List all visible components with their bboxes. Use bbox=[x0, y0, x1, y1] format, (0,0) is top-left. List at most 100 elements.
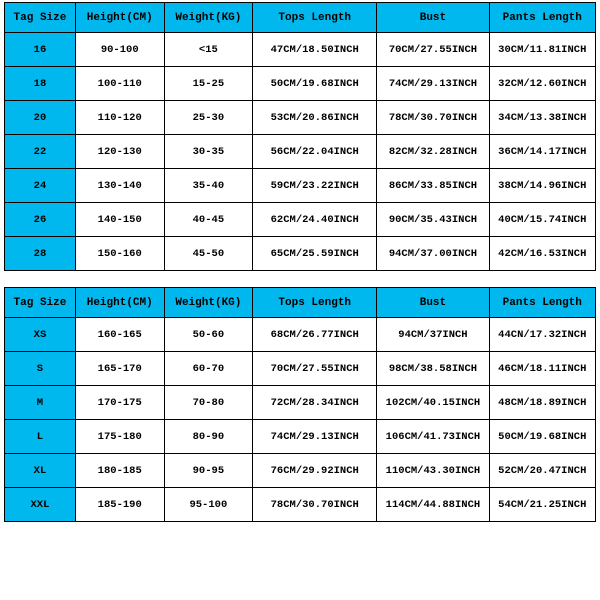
cell-tops-length: 65CM/25.59INCH bbox=[253, 237, 377, 271]
cell-weight: 25-30 bbox=[164, 101, 253, 135]
table-row: XXL185-19095-10078CM/30.70INCH114CM/44.8… bbox=[5, 488, 596, 522]
col-height: Height(CM) bbox=[75, 288, 164, 318]
cell-weight: 90-95 bbox=[164, 454, 253, 488]
table-body-kids: 1690-100<1547CM/18.50INCH70CM/27.55INCH3… bbox=[5, 33, 596, 271]
cell-bust: 110CM/43.30INCH bbox=[377, 454, 489, 488]
cell-weight: 70-80 bbox=[164, 386, 253, 420]
cell-tops-length: 76CM/29.92INCH bbox=[253, 454, 377, 488]
cell-height: 90-100 bbox=[75, 33, 164, 67]
cell-pants-length: 44CN/17.32INCH bbox=[489, 318, 595, 352]
cell-height: 175-180 bbox=[75, 420, 164, 454]
cell-bust: 86CM/33.85INCH bbox=[377, 169, 489, 203]
table-row: 20110-12025-3053CM/20.86INCH78CM/30.70IN… bbox=[5, 101, 596, 135]
cell-pants-length: 46CM/18.11INCH bbox=[489, 352, 595, 386]
cell-tag-size: 26 bbox=[5, 203, 76, 237]
table-row: 1690-100<1547CM/18.50INCH70CM/27.55INCH3… bbox=[5, 33, 596, 67]
col-tag-size: Tag Size bbox=[5, 288, 76, 318]
col-tops-length: Tops Length bbox=[253, 288, 377, 318]
cell-tops-length: 74CM/29.13INCH bbox=[253, 420, 377, 454]
col-weight: Weight(KG) bbox=[164, 288, 253, 318]
col-pants-length: Pants Length bbox=[489, 3, 595, 33]
cell-tops-length: 72CM/28.34INCH bbox=[253, 386, 377, 420]
table-gap bbox=[4, 271, 596, 287]
cell-height: 180-185 bbox=[75, 454, 164, 488]
cell-tops-length: 78CM/30.70INCH bbox=[253, 488, 377, 522]
cell-tops-length: 59CM/23.22INCH bbox=[253, 169, 377, 203]
cell-bust: 114CM/44.88INCH bbox=[377, 488, 489, 522]
table-row: 18100-11015-2550CM/19.68INCH74CM/29.13IN… bbox=[5, 67, 596, 101]
col-bust: Bust bbox=[377, 3, 489, 33]
cell-pants-length: 48CM/18.89INCH bbox=[489, 386, 595, 420]
cell-weight: 30-35 bbox=[164, 135, 253, 169]
cell-pants-length: 50CM/19.68INCH bbox=[489, 420, 595, 454]
cell-bust: 98CM/38.58INCH bbox=[377, 352, 489, 386]
cell-tops-length: 47CM/18.50INCH bbox=[253, 33, 377, 67]
size-table-kids: Tag Size Height(CM) Weight(KG) Tops Leng… bbox=[4, 2, 596, 271]
cell-height: 130-140 bbox=[75, 169, 164, 203]
cell-weight: 80-90 bbox=[164, 420, 253, 454]
cell-height: 110-120 bbox=[75, 101, 164, 135]
cell-bust: 94CM/37.00INCH bbox=[377, 237, 489, 271]
table-row: XL180-18590-9576CM/29.92INCH110CM/43.30I… bbox=[5, 454, 596, 488]
cell-weight: 60-70 bbox=[164, 352, 253, 386]
size-chart-container: Tag Size Height(CM) Weight(KG) Tops Leng… bbox=[0, 0, 600, 524]
cell-pants-length: 42CM/16.53INCH bbox=[489, 237, 595, 271]
col-bust: Bust bbox=[377, 288, 489, 318]
cell-bust: 78CM/30.70INCH bbox=[377, 101, 489, 135]
cell-pants-length: 36CM/14.17INCH bbox=[489, 135, 595, 169]
cell-pants-length: 40CM/15.74INCH bbox=[489, 203, 595, 237]
table-row: 24130-14035-4059CM/23.22INCH86CM/33.85IN… bbox=[5, 169, 596, 203]
cell-tag-size: 28 bbox=[5, 237, 76, 271]
cell-pants-length: 38CM/14.96INCH bbox=[489, 169, 595, 203]
cell-bust: 90CM/35.43INCH bbox=[377, 203, 489, 237]
cell-weight: 95-100 bbox=[164, 488, 253, 522]
table-header-row: Tag Size Height(CM) Weight(KG) Tops Leng… bbox=[5, 288, 596, 318]
col-height: Height(CM) bbox=[75, 3, 164, 33]
cell-tag-size: L bbox=[5, 420, 76, 454]
cell-bust: 102CM/40.15INCH bbox=[377, 386, 489, 420]
cell-pants-length: 52CM/20.47INCH bbox=[489, 454, 595, 488]
cell-tag-size: 20 bbox=[5, 101, 76, 135]
cell-tag-size: S bbox=[5, 352, 76, 386]
table-row: M170-17570-8072CM/28.34INCH102CM/40.15IN… bbox=[5, 386, 596, 420]
cell-bust: 74CM/29.13INCH bbox=[377, 67, 489, 101]
table-row: L175-18080-9074CM/29.13INCH106CM/41.73IN… bbox=[5, 420, 596, 454]
table-row: 22120-13030-3556CM/22.04INCH82CM/32.28IN… bbox=[5, 135, 596, 169]
cell-pants-length: 34CM/13.38INCH bbox=[489, 101, 595, 135]
cell-pants-length: 32CM/12.60INCH bbox=[489, 67, 595, 101]
cell-tag-size: XL bbox=[5, 454, 76, 488]
cell-weight: 15-25 bbox=[164, 67, 253, 101]
cell-tops-length: 50CM/19.68INCH bbox=[253, 67, 377, 101]
cell-weight: 45-50 bbox=[164, 237, 253, 271]
cell-pants-length: 30CM/11.81INCH bbox=[489, 33, 595, 67]
cell-height: 100-110 bbox=[75, 67, 164, 101]
cell-height: 160-165 bbox=[75, 318, 164, 352]
cell-tag-size: M bbox=[5, 386, 76, 420]
cell-tops-length: 70CM/27.55INCH bbox=[253, 352, 377, 386]
cell-height: 140-150 bbox=[75, 203, 164, 237]
cell-tops-length: 62CM/24.40INCH bbox=[253, 203, 377, 237]
cell-height: 120-130 bbox=[75, 135, 164, 169]
cell-weight: 50-60 bbox=[164, 318, 253, 352]
cell-tag-size: XS bbox=[5, 318, 76, 352]
cell-tops-length: 53CM/20.86INCH bbox=[253, 101, 377, 135]
cell-pants-length: 54CM/21.25INCH bbox=[489, 488, 595, 522]
col-tops-length: Tops Length bbox=[253, 3, 377, 33]
cell-height: 185-190 bbox=[75, 488, 164, 522]
cell-weight: 40-45 bbox=[164, 203, 253, 237]
table-row: 28150-16045-5065CM/25.59INCH94CM/37.00IN… bbox=[5, 237, 596, 271]
table-row: S165-17060-7070CM/27.55INCH98CM/38.58INC… bbox=[5, 352, 596, 386]
col-weight: Weight(KG) bbox=[164, 3, 253, 33]
cell-tag-size: 18 bbox=[5, 67, 76, 101]
cell-height: 170-175 bbox=[75, 386, 164, 420]
cell-tops-length: 56CM/22.04INCH bbox=[253, 135, 377, 169]
cell-tops-length: 68CM/26.77INCH bbox=[253, 318, 377, 352]
cell-height: 165-170 bbox=[75, 352, 164, 386]
cell-tag-size: 24 bbox=[5, 169, 76, 203]
table-row: 26140-15040-4562CM/24.40INCH90CM/35.43IN… bbox=[5, 203, 596, 237]
col-pants-length: Pants Length bbox=[489, 288, 595, 318]
cell-bust: 94CM/37INCH bbox=[377, 318, 489, 352]
table-header-row: Tag Size Height(CM) Weight(KG) Tops Leng… bbox=[5, 3, 596, 33]
cell-tag-size: 22 bbox=[5, 135, 76, 169]
cell-height: 150-160 bbox=[75, 237, 164, 271]
